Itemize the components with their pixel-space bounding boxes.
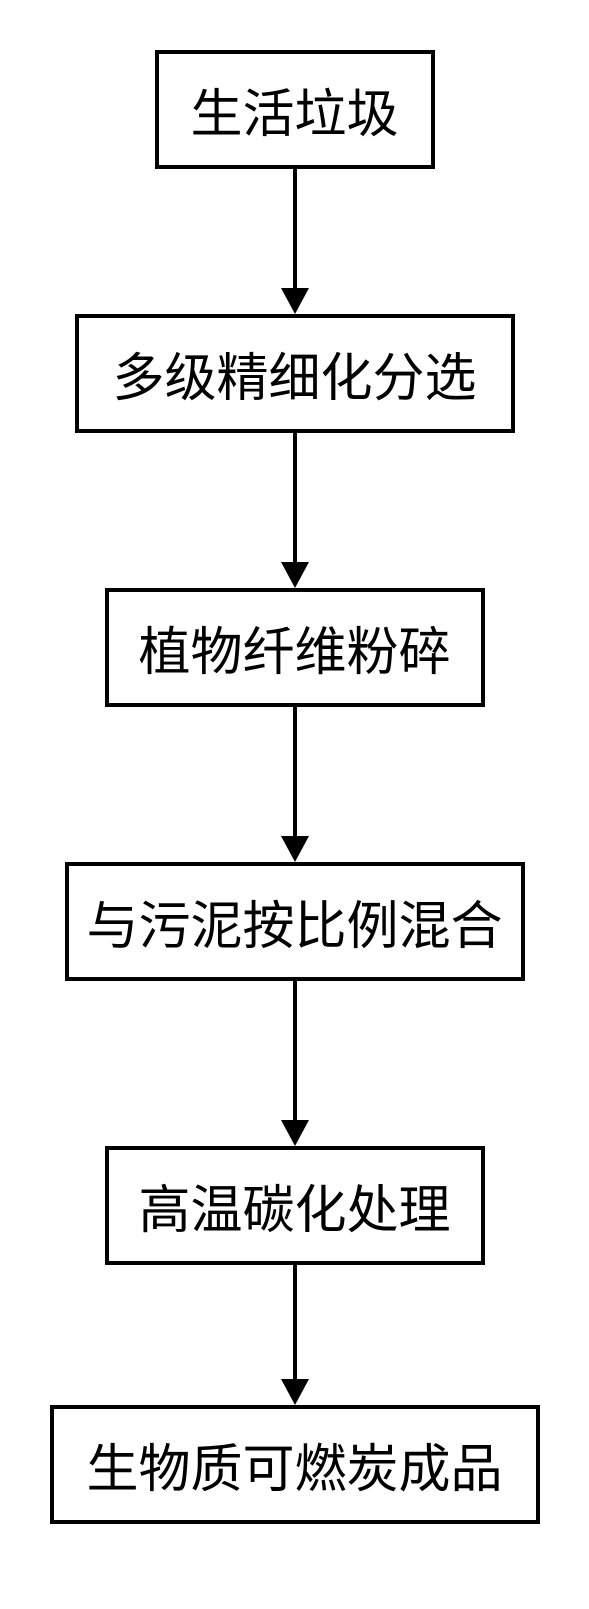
arrow-line — [293, 707, 297, 837]
arrow-head-icon — [281, 1379, 309, 1405]
node-label: 生活垃圾 — [190, 72, 398, 147]
flow-arrow — [281, 981, 309, 1146]
flow-node-carbonization: 高温碳化处理 — [105, 1146, 485, 1265]
node-label: 与污泥按比例混合 — [86, 884, 502, 959]
flow-arrow — [281, 169, 309, 314]
arrow-head-icon — [281, 562, 309, 588]
node-label: 高温碳化处理 — [138, 1168, 450, 1243]
arrow-head-icon — [281, 288, 309, 314]
arrow-head-icon — [281, 836, 309, 862]
flow-arrow — [281, 707, 309, 862]
arrow-line — [293, 1265, 297, 1380]
node-label: 多级精细化分选 — [112, 336, 476, 411]
arrow-line — [293, 433, 297, 563]
arrow-line — [293, 981, 297, 1121]
node-label: 植物纤维粉碎 — [138, 610, 450, 685]
flow-node-crushing: 植物纤维粉碎 — [105, 588, 485, 707]
flow-arrow — [281, 1265, 309, 1405]
flow-node-sorting: 多级精细化分选 — [75, 314, 515, 433]
flow-node-mixing: 与污泥按比例混合 — [65, 862, 525, 981]
arrow-head-icon — [281, 1120, 309, 1146]
flow-node-output: 生物质可燃炭成品 — [50, 1405, 540, 1524]
flow-arrow — [281, 433, 309, 588]
flow-node-input: 生活垃圾 — [155, 50, 435, 169]
node-label: 生物质可燃炭成品 — [86, 1427, 502, 1502]
flowchart-container: 生活垃圾 多级精细化分选 植物纤维粉碎 与污泥按比例混合 高温碳化处理 生物质可… — [35, 50, 555, 1524]
arrow-line — [293, 169, 297, 289]
